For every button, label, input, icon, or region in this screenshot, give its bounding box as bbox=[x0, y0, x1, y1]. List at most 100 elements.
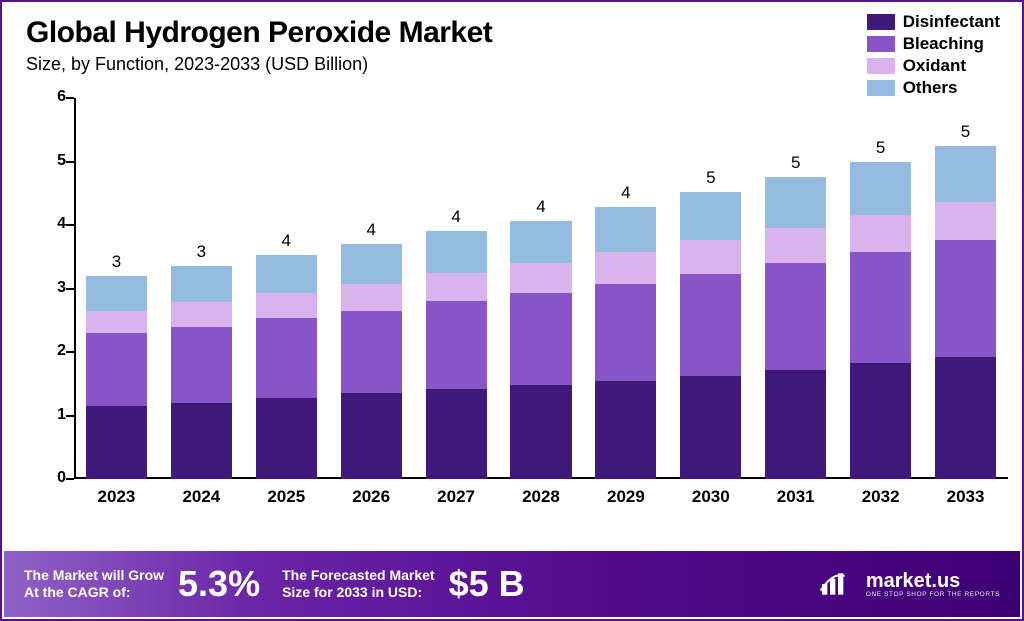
forecast-block: The Forecasted Market Size for 2033 in U… bbox=[282, 563, 547, 605]
x-axis-label: 2031 bbox=[753, 487, 838, 507]
chart-title: Global Hydrogen Peroxide Market bbox=[26, 16, 1002, 50]
y-tick bbox=[66, 224, 74, 226]
legend-label: Disinfectant bbox=[903, 12, 1000, 32]
cagr-block: The Market will Grow At the CAGR of: 5.3… bbox=[24, 563, 282, 605]
y-axis-label: 5 bbox=[38, 152, 66, 170]
bar-total-label: 5 bbox=[935, 122, 996, 142]
y-axis-label: 1 bbox=[38, 406, 66, 424]
chart-subtitle: Size, by Function, 2023-2033 (USD Billio… bbox=[26, 54, 1002, 75]
forecast-caption-line1: The Forecasted Market bbox=[282, 567, 435, 585]
bar-segment-disinfectant bbox=[850, 363, 911, 479]
footer-banner: The Market will Grow At the CAGR of: 5.3… bbox=[4, 551, 1020, 617]
bar-segment-oxidant bbox=[341, 284, 402, 311]
legend-item: Others bbox=[867, 78, 1000, 98]
bar-segment-disinfectant bbox=[510, 385, 571, 479]
x-axis-label: 2032 bbox=[838, 487, 923, 507]
x-axis-label: 2028 bbox=[499, 487, 584, 507]
forecast-value: $5 B bbox=[449, 563, 525, 605]
y-axis-label: 3 bbox=[38, 279, 66, 297]
bar-total-label: 4 bbox=[510, 197, 571, 217]
bar-segment-bleaching bbox=[341, 311, 402, 394]
y-tick bbox=[66, 161, 74, 163]
legend-swatch bbox=[867, 14, 895, 30]
bar-segment-others bbox=[850, 162, 911, 215]
x-axis-label: 2026 bbox=[329, 487, 414, 507]
bar-segment-others bbox=[680, 192, 741, 240]
legend: DisinfectantBleachingOxidantOthers bbox=[867, 12, 1000, 100]
bar-total-label: 3 bbox=[86, 252, 147, 272]
legend-swatch bbox=[867, 36, 895, 52]
legend-label: Bleaching bbox=[903, 34, 984, 54]
bar-segment-disinfectant bbox=[935, 357, 996, 479]
bar-segment-others bbox=[426, 231, 487, 272]
legend-label: Others bbox=[903, 78, 958, 98]
brand-tagline: ONE STOP SHOP FOR THE REPORTS bbox=[866, 591, 1000, 598]
bar-segment-others bbox=[86, 276, 147, 311]
forecast-caption-line2: Size for 2033 in USD: bbox=[282, 584, 435, 602]
brand-text: market.us ONE STOP SHOP FOR THE REPORTS bbox=[866, 571, 1000, 598]
bar-segment-oxidant bbox=[171, 302, 232, 326]
bar-segment-disinfectant bbox=[426, 389, 487, 479]
brand-name: market.us bbox=[866, 571, 1000, 591]
bar-segment-disinfectant bbox=[341, 393, 402, 479]
bar-segment-others bbox=[171, 266, 232, 302]
x-axis-label: 2033 bbox=[923, 487, 1008, 507]
bar-segment-disinfectant bbox=[171, 403, 232, 479]
x-axis-label: 2030 bbox=[668, 487, 753, 507]
y-axis-label: 6 bbox=[38, 88, 66, 106]
brand-logo-icon bbox=[818, 569, 858, 599]
bar-total-label: 5 bbox=[765, 153, 826, 173]
bar-total-label: 4 bbox=[256, 231, 317, 251]
bar-segment-disinfectant bbox=[595, 381, 656, 479]
bar-segment-bleaching bbox=[426, 301, 487, 389]
y-tick bbox=[66, 97, 74, 99]
legend-swatch bbox=[867, 80, 895, 96]
bar-segment-others bbox=[595, 207, 656, 253]
bar-segment-others bbox=[510, 221, 571, 264]
bar-segment-disinfectant bbox=[86, 406, 147, 479]
bar-segment-bleaching bbox=[510, 293, 571, 385]
bar-segment-bleaching bbox=[680, 274, 741, 376]
x-axis-label: 2023 bbox=[74, 487, 159, 507]
bar-segment-others bbox=[765, 177, 826, 228]
bar-segment-oxidant bbox=[256, 293, 317, 318]
bar-segment-others bbox=[341, 244, 402, 284]
bar-segment-oxidant bbox=[680, 240, 741, 274]
x-axis-label: 2025 bbox=[244, 487, 329, 507]
report-frame: Global Hydrogen Peroxide Market Size, by… bbox=[0, 0, 1024, 621]
bar-segment-oxidant bbox=[426, 273, 487, 302]
y-tick bbox=[66, 478, 74, 480]
bar-segment-disinfectant bbox=[765, 370, 826, 479]
bar-segment-oxidant bbox=[86, 311, 147, 333]
x-axis: 2023202420252026202720282029203020312032… bbox=[74, 479, 1008, 515]
forecast-caption: The Forecasted Market Size for 2033 in U… bbox=[282, 567, 435, 602]
bar-segment-bleaching bbox=[595, 284, 656, 381]
bar-segment-bleaching bbox=[256, 318, 317, 397]
bar-total-label: 3 bbox=[171, 242, 232, 262]
legend-swatch bbox=[867, 58, 895, 74]
bar-total-label: 5 bbox=[850, 138, 911, 158]
legend-label: Oxidant bbox=[903, 56, 966, 76]
y-axis-label: 4 bbox=[38, 215, 66, 233]
cagr-caption-line1: The Market will Grow bbox=[24, 567, 164, 585]
bar-segment-disinfectant bbox=[256, 398, 317, 479]
legend-item: Disinfectant bbox=[867, 12, 1000, 32]
bar-segment-others bbox=[935, 146, 996, 202]
bar-segment-bleaching bbox=[171, 327, 232, 403]
y-tick bbox=[66, 415, 74, 417]
bar-segment-oxidant bbox=[850, 215, 911, 252]
y-axis-label: 2 bbox=[38, 342, 66, 360]
bar-segment-bleaching bbox=[86, 333, 147, 406]
bar-segment-oxidant bbox=[935, 202, 996, 240]
bar-segment-disinfectant bbox=[680, 376, 741, 480]
bar-segment-oxidant bbox=[510, 263, 571, 293]
bar-segment-others bbox=[256, 255, 317, 293]
bar-segment-oxidant bbox=[765, 228, 826, 264]
x-axis-label: 2027 bbox=[414, 487, 499, 507]
cagr-value: 5.3% bbox=[178, 563, 260, 605]
legend-item: Bleaching bbox=[867, 34, 1000, 54]
y-tick bbox=[66, 288, 74, 290]
bar-total-label: 4 bbox=[426, 207, 487, 227]
chart-area: 012345633444445555 202320242025202620272… bbox=[38, 98, 1008, 515]
bar-segment-bleaching bbox=[765, 263, 826, 370]
